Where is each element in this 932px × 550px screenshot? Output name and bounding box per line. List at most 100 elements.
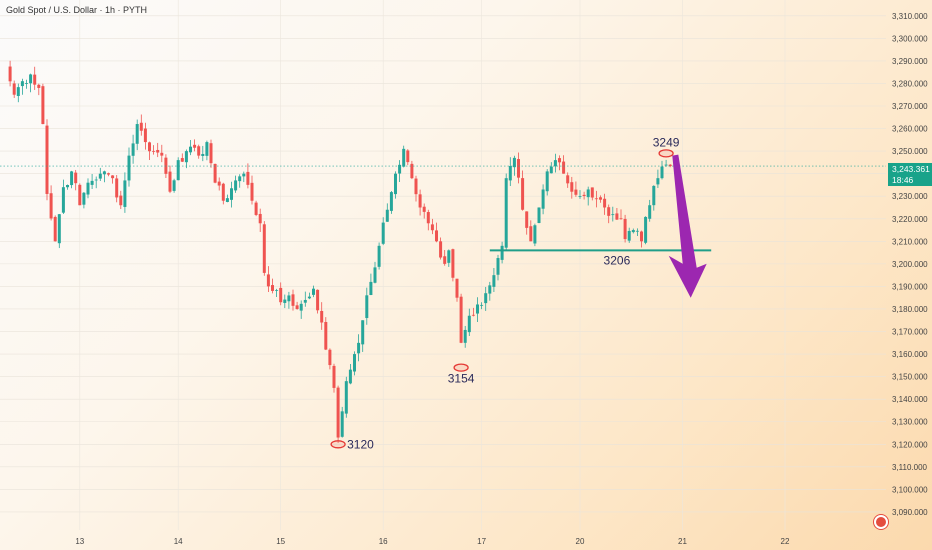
candle-body — [291, 294, 295, 306]
candle-body — [525, 211, 529, 228]
chart-grid — [0, 0, 886, 530]
extreme-marker — [453, 363, 469, 372]
time-axis[interactable]: 13 14 15 16 17 20 21 22 — [75, 537, 790, 546]
candle-body — [553, 160, 557, 167]
y-tick-label: 3,280.000 — [892, 79, 928, 88]
candle-body — [320, 310, 324, 323]
candle-body — [484, 293, 488, 304]
candle-body — [74, 172, 78, 184]
last-price-label: 3,243.361 18:46 — [888, 163, 932, 186]
candle-body — [184, 151, 188, 163]
candle-body — [660, 166, 664, 179]
candle-body — [451, 249, 455, 278]
y-tick-label: 3,190.000 — [892, 282, 928, 291]
candle-body — [275, 290, 279, 291]
candle-body — [435, 230, 438, 242]
candle-body — [418, 194, 422, 208]
candle-body — [480, 304, 484, 306]
candle-body — [242, 173, 246, 177]
candle-body — [303, 299, 307, 303]
candle-body — [377, 245, 381, 267]
y-tick-label: 3,310.000 — [892, 12, 928, 21]
candle-body — [279, 287, 283, 303]
candle-body — [357, 342, 361, 354]
x-tick-label: 20 — [576, 537, 585, 546]
candle-body — [127, 155, 131, 181]
candle-body — [590, 187, 594, 198]
chart-overlays: 3249 3154 3120 3206 — [0, 135, 886, 451]
candle-body — [385, 209, 389, 222]
candle-body — [12, 83, 16, 95]
candle-body — [225, 198, 229, 202]
tradingview-logo-icon[interactable] — [874, 515, 888, 529]
candle-body — [398, 164, 402, 174]
candle-body — [209, 143, 213, 164]
candle-body — [111, 175, 115, 179]
price-axis[interactable]: 3,090.000 3,100.000 3,110.000 3,120.000 3,13… — [892, 12, 928, 517]
candle-body — [467, 315, 471, 333]
candle-body — [627, 230, 631, 241]
candle-body — [160, 152, 164, 156]
candle-body — [324, 321, 328, 350]
candle-body — [504, 178, 508, 248]
candle-body — [299, 303, 303, 311]
candle-body — [332, 365, 336, 388]
y-tick-label: 3,270.000 — [892, 102, 928, 111]
candle-body — [307, 296, 311, 299]
candle-body — [443, 256, 447, 264]
x-tick-label: 21 — [678, 537, 687, 546]
y-tick-label: 3,220.000 — [892, 215, 928, 224]
y-tick-label: 3,290.000 — [892, 57, 928, 66]
candle-body — [201, 153, 205, 156]
candle-body — [156, 149, 160, 153]
candle-body — [57, 214, 61, 244]
y-tick-label: 3,250.000 — [892, 147, 928, 156]
candle-body — [406, 150, 410, 163]
candle-body — [246, 171, 250, 185]
candle-body — [168, 171, 172, 192]
candle-body — [148, 142, 151, 152]
candle-body — [549, 166, 553, 174]
y-tick-label: 3,170.000 — [892, 328, 928, 337]
candle-body — [668, 164, 672, 167]
candle-body — [16, 87, 20, 97]
projection-arrow — [668, 154, 707, 298]
symbol-title[interactable]: Gold Spot / U.S. Dollar · 1h · PYTH — [6, 5, 148, 15]
candles — [8, 60, 672, 443]
candle-body — [217, 181, 221, 186]
candle-body — [230, 188, 233, 200]
candle-body — [82, 192, 86, 205]
candle-body — [566, 175, 570, 184]
candle-body — [86, 182, 90, 195]
candle-body — [578, 196, 582, 198]
candle-body — [262, 224, 266, 273]
x-tick-label: 16 — [379, 537, 388, 546]
candle-body — [152, 150, 156, 152]
candle-body — [234, 180, 238, 191]
candle-body — [517, 159, 520, 178]
candle-body — [492, 275, 496, 287]
candle-body — [139, 122, 143, 131]
candle-body — [221, 183, 225, 201]
candle-body — [619, 218, 623, 220]
candle-body — [463, 329, 467, 343]
candle-body — [389, 192, 393, 211]
candle-body — [143, 128, 147, 143]
candle-body — [582, 194, 586, 197]
x-tick-label: 17 — [477, 537, 486, 546]
candle-body — [512, 157, 516, 168]
candle-body — [328, 349, 332, 366]
candle-body — [365, 295, 369, 319]
candle-body — [426, 212, 430, 224]
candle-body — [316, 289, 320, 311]
candle-body — [61, 187, 65, 213]
x-tick-label: 14 — [174, 537, 183, 546]
bar-countdown: 18:46 — [892, 175, 914, 185]
candle-body — [213, 163, 217, 183]
candle-body — [558, 158, 561, 163]
candle-body — [422, 206, 426, 212]
candle-body — [439, 241, 443, 258]
candle-body — [623, 218, 627, 240]
candle-body — [430, 224, 434, 231]
